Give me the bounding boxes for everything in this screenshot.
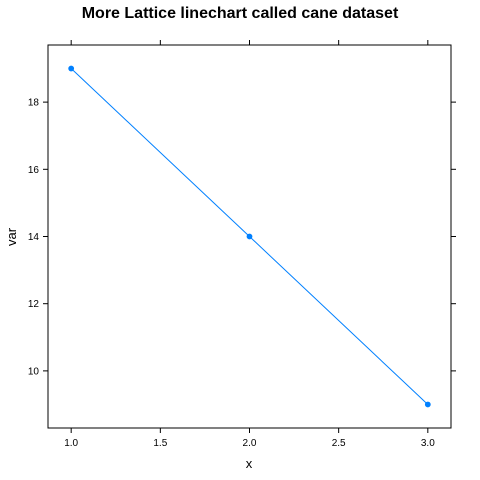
y-tick-label: 12 — [28, 299, 40, 310]
y-tick-label: 10 — [28, 366, 40, 377]
data-marks — [68, 65, 431, 408]
x-tick-label: 2.5 — [332, 438, 346, 449]
y-tick-label: 18 — [28, 98, 40, 109]
data-point — [424, 401, 431, 408]
y-tick-label: 16 — [28, 165, 40, 176]
chart-title: More Lattice linechart called cane datas… — [82, 5, 399, 22]
x-tick-label: 3.0 — [421, 438, 435, 449]
x-tick-label: 2.0 — [243, 438, 257, 449]
x-axis-label: x — [246, 456, 253, 471]
y-tick-label: 14 — [28, 232, 40, 243]
y-axis-label: var — [4, 227, 19, 246]
axes-group: 1.0 1.5 2.0 2.5 3.0 10 12 14 16 18 — [28, 40, 456, 449]
data-point — [68, 65, 75, 72]
x-tick-label: 1.0 — [64, 438, 78, 449]
data-point — [246, 233, 253, 240]
x-tick-label: 1.5 — [153, 438, 167, 449]
